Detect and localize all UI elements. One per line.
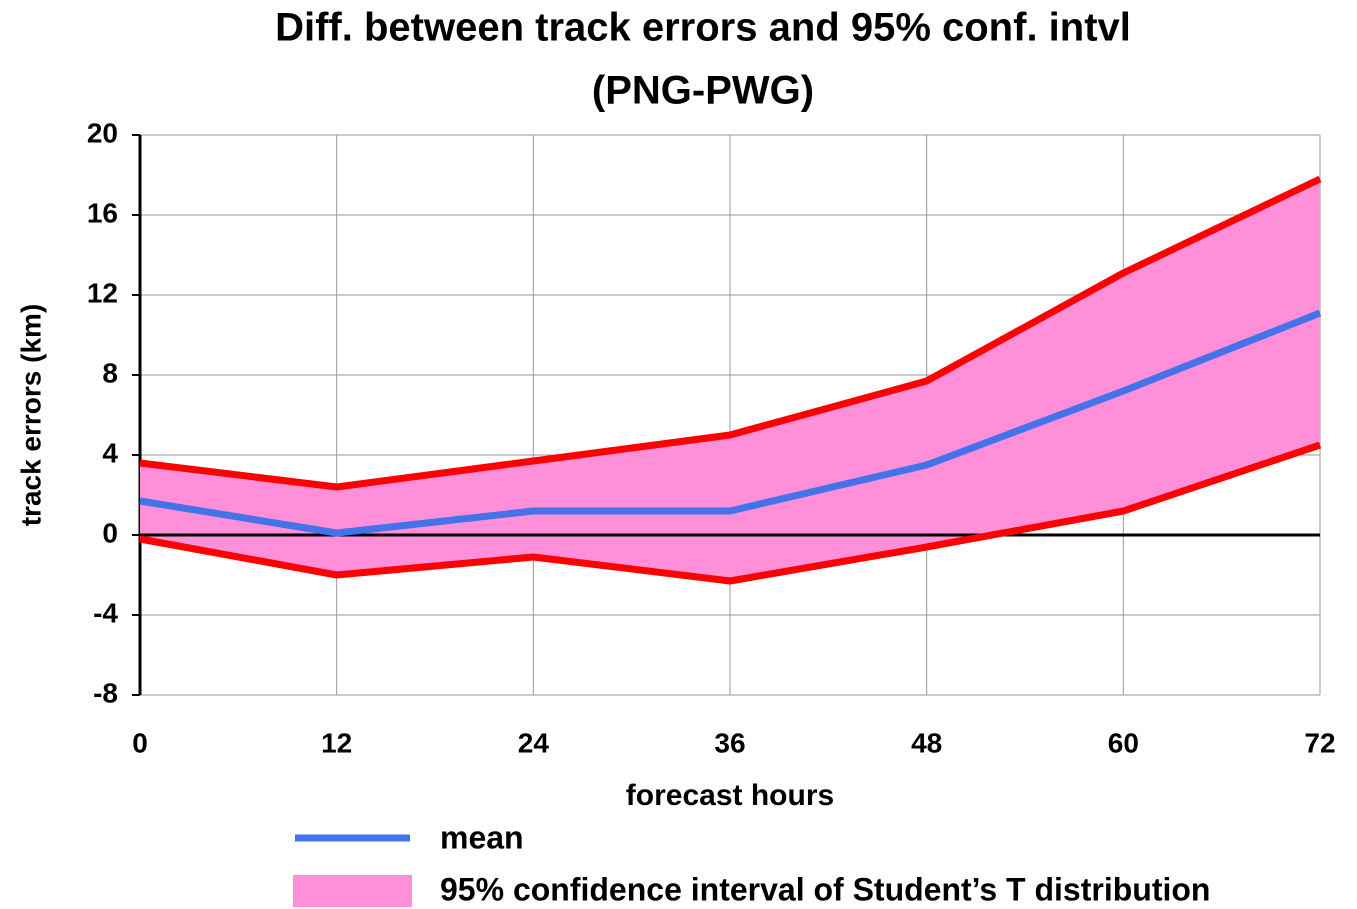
y-axis-label: track errors (km) (15, 304, 46, 527)
y-tick-label: -4 (93, 597, 118, 628)
x-axis-label: forecast hours (626, 779, 834, 812)
x-tick-label: 12 (321, 727, 352, 758)
y-tick-label: 16 (87, 197, 118, 228)
y-tick-label: 4 (102, 437, 118, 468)
legend-label: 95% confidence interval of Student’s T d… (440, 871, 1210, 907)
x-tick-label: 48 (911, 727, 942, 758)
y-tick-label: 12 (87, 277, 118, 308)
band-upper-line (139, 175, 1322, 491)
chart-title: (PNG-PWG) (592, 69, 814, 113)
legend-swatch (293, 875, 412, 907)
chart-title: Diff. between track errors and 95% conf.… (275, 6, 1131, 50)
band-lower-line (139, 441, 1322, 585)
confidence-band (140, 179, 1320, 581)
series-line (139, 309, 1322, 537)
y-tick-label: 20 (87, 117, 118, 148)
x-tick-label: 60 (1108, 727, 1139, 758)
y-tick-label: 8 (102, 357, 118, 388)
x-tick-label: 36 (714, 727, 745, 758)
legend-label: mean (440, 819, 524, 855)
y-tick-label: -8 (93, 677, 118, 708)
x-tick-label: 0 (132, 727, 148, 758)
y-tick-label: 0 (102, 517, 118, 548)
x-tick-label: 24 (518, 727, 550, 758)
x-tick-label: 72 (1304, 727, 1335, 758)
